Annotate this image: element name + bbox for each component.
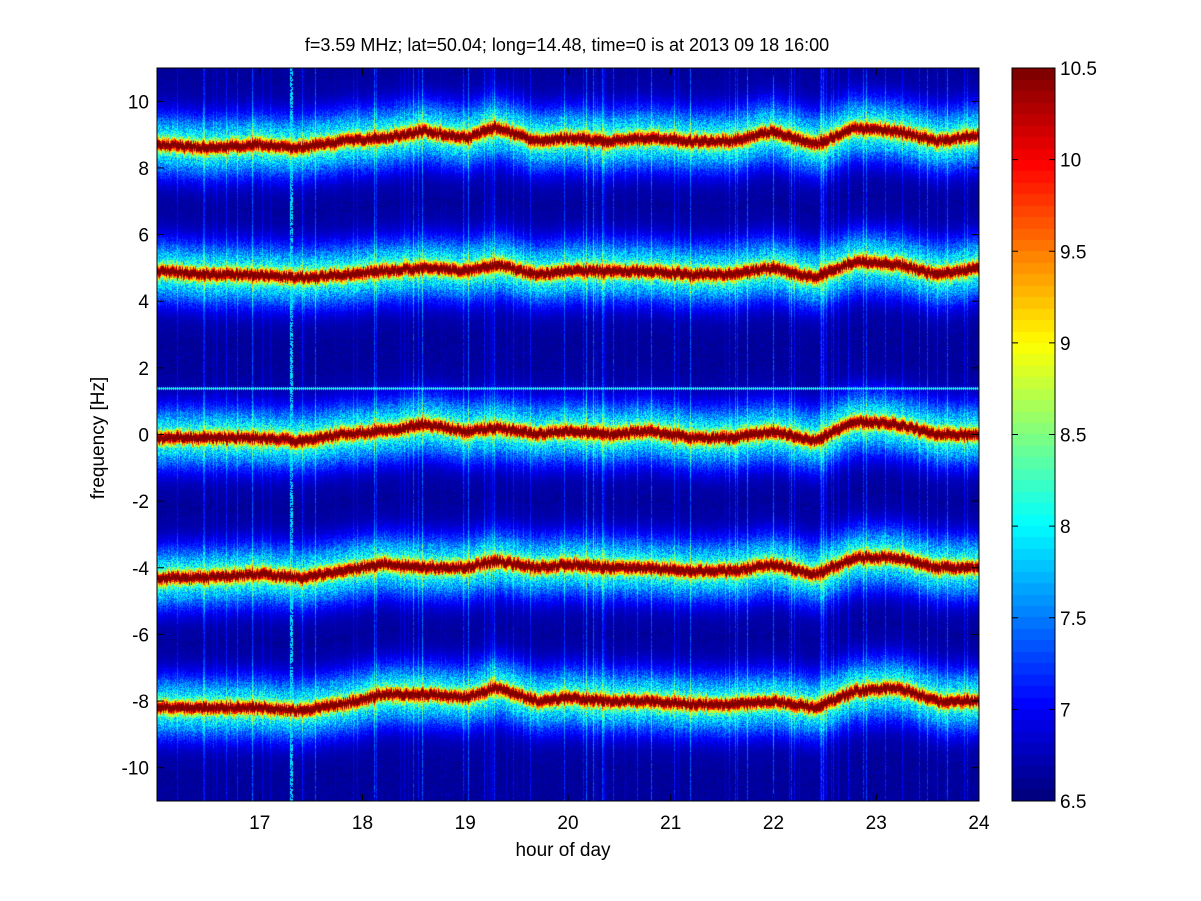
chart-title: f=3.59 MHz; lat=50.04; long=14.48, time=… (305, 35, 829, 55)
y-tick-label: -8 (132, 692, 149, 713)
colorbar-tick-label: 10 (1060, 151, 1081, 172)
y-tick-label: -4 (132, 559, 149, 580)
colorbar-ticks: 10.5 10 9.5 9 8.5 8 7.5 7 6.5 (1012, 59, 1097, 813)
colorbar-tick-label: 9.5 (1060, 242, 1086, 263)
y-tick-label: 6 (138, 226, 149, 247)
y-tick-label: 2 (138, 359, 149, 380)
y-axis: 10 8 6 4 2 0 -2 -4 -6 -8 -10 (122, 92, 979, 780)
x-tick-label: 21 (660, 813, 681, 834)
colorbar-tick-label: 10.5 (1060, 59, 1097, 80)
x-tick-label: 24 (968, 813, 990, 834)
colorbar-gradient (1012, 68, 1055, 801)
colorbar-tick-label: 7 (1060, 700, 1071, 721)
y-tick-label: 8 (138, 159, 149, 180)
x-tick-label: 20 (557, 813, 578, 834)
x-tick-label: 22 (763, 813, 784, 834)
y-axis-label: frequency [Hz] (88, 377, 109, 500)
x-tick-label: 17 (249, 813, 270, 834)
heatmap-plot-area (156, 67, 980, 802)
y-tick-label: -2 (132, 492, 149, 513)
colorbar-tick-label: 9 (1060, 334, 1071, 355)
colorbar-tick-label: 7.5 (1060, 609, 1086, 630)
colorbar-tick-label: 8 (1060, 517, 1071, 538)
y-tick-label: 10 (128, 92, 149, 113)
y-tick-label: 4 (138, 292, 149, 313)
y-tick-label: -10 (122, 759, 149, 780)
colorbar: 10.5 10 9.5 9 8.5 8 7.5 7 6.5 (1011, 59, 1097, 813)
x-axis-label: hour of day (515, 840, 611, 861)
colorbar-tick-label: 8.5 (1060, 426, 1086, 447)
x-tick-label: 19 (455, 813, 476, 834)
heatmap-canvas (157, 68, 979, 801)
x-axis: 17 18 19 20 21 22 23 24 (249, 68, 990, 834)
x-tick-label: 23 (866, 813, 887, 834)
y-tick-label: 0 (138, 426, 149, 447)
colorbar-tick-label: 6.5 (1060, 792, 1086, 813)
x-tick-label: 18 (352, 813, 373, 834)
y-tick-label: -6 (132, 625, 149, 646)
